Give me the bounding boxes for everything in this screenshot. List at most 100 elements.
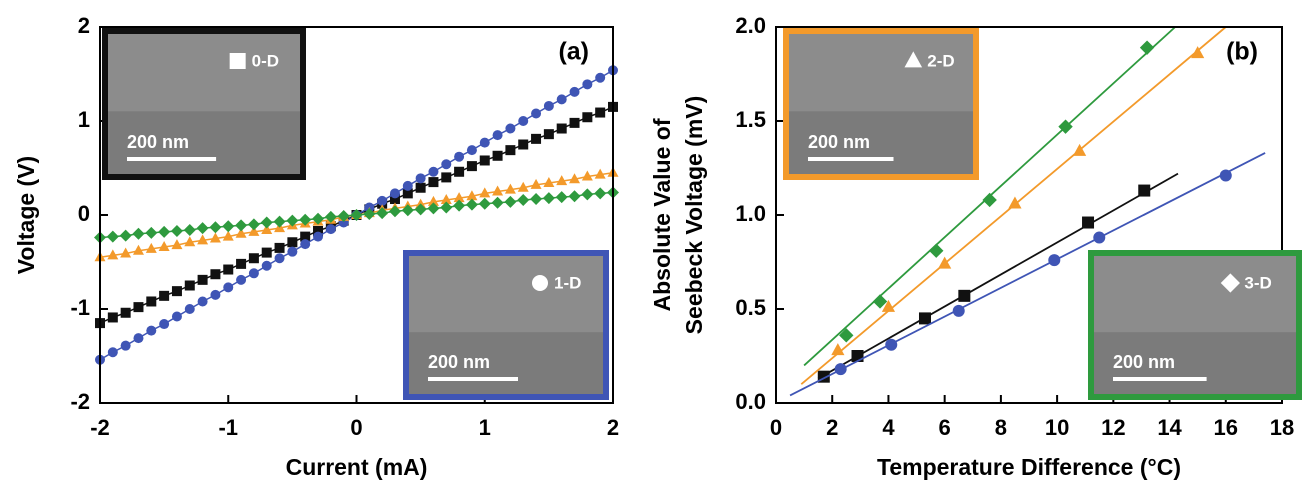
marker (1048, 254, 1060, 266)
marker (184, 224, 196, 236)
marker (146, 296, 156, 306)
marker (839, 328, 853, 342)
y-axis-label: Absolute Value of (649, 118, 675, 311)
y-tick-label: -2 (70, 389, 90, 414)
marker (929, 244, 943, 258)
x-tick-label: 10 (1045, 415, 1069, 440)
x-tick-label: -2 (90, 415, 110, 440)
marker (1138, 185, 1150, 197)
marker (982, 193, 996, 207)
x-axis-label: Current (mA) (286, 454, 428, 480)
marker (532, 275, 548, 291)
x-tick-label: 8 (995, 415, 1007, 440)
marker (159, 319, 169, 329)
marker (120, 230, 132, 242)
y-axis-label: Seebeck Voltage (mV) (681, 96, 707, 335)
marker (441, 159, 451, 169)
marker (582, 79, 592, 89)
y-tick-label: -1 (70, 295, 90, 320)
marker (236, 275, 246, 285)
marker (467, 145, 477, 155)
marker (544, 129, 554, 139)
marker (1082, 217, 1094, 229)
marker (312, 213, 324, 225)
marker (492, 197, 504, 209)
marker (389, 205, 401, 217)
marker (376, 207, 388, 219)
marker (171, 225, 183, 237)
legend-label: 0-D (252, 51, 279, 70)
marker (172, 286, 182, 296)
marker (274, 216, 286, 228)
marker (287, 247, 297, 257)
marker (287, 237, 297, 247)
marker (132, 228, 144, 240)
marker (504, 196, 516, 208)
marker (145, 227, 157, 239)
marker (133, 302, 143, 312)
marker (517, 194, 529, 206)
marker (467, 161, 477, 171)
legend-label: 1-D (554, 273, 581, 292)
marker (403, 181, 413, 191)
y-tick-label: 2 (78, 13, 90, 38)
panel-label: (a) (558, 38, 589, 66)
marker (262, 248, 272, 258)
x-tick-label: -1 (218, 415, 238, 440)
marker (230, 53, 246, 69)
x-tick-label: 16 (1214, 415, 1238, 440)
marker (1093, 232, 1105, 244)
marker (107, 231, 119, 243)
x-tick-label: 14 (1157, 415, 1182, 440)
marker (531, 134, 541, 144)
marker (209, 221, 221, 233)
y-tick-label: 1.5 (735, 107, 766, 132)
marker (108, 312, 118, 322)
marker (261, 217, 273, 229)
marker (416, 173, 426, 183)
marker (530, 193, 542, 205)
marker (1008, 197, 1021, 209)
legend-label: 2-D (927, 51, 954, 70)
marker (222, 220, 234, 232)
marker (518, 140, 528, 150)
marker (480, 155, 490, 165)
marker (518, 116, 528, 126)
x-tick-label: 2 (607, 415, 619, 440)
marker (146, 326, 156, 336)
x-tick-label: 0 (350, 415, 362, 440)
marker (428, 167, 438, 177)
marker (236, 259, 246, 269)
marker (531, 108, 541, 118)
y-tick-label: 0 (78, 201, 90, 226)
marker (313, 232, 323, 242)
x-tick-label: 4 (882, 415, 895, 440)
marker (594, 187, 606, 199)
x-axis-label: Temperature Difference (°C) (877, 454, 1181, 480)
y-axis-label: Voltage (V) (13, 156, 39, 274)
marker (1220, 170, 1232, 182)
marker (454, 152, 464, 162)
scale-bar-label: 200 nm (1113, 352, 1175, 372)
marker (1140, 40, 1154, 54)
legend-label: 3-D (1244, 273, 1271, 292)
marker (210, 269, 220, 279)
marker (326, 224, 336, 234)
marker (275, 243, 285, 253)
marker (249, 268, 259, 278)
marker (557, 124, 567, 134)
marker (159, 291, 169, 301)
marker (223, 282, 233, 292)
marker (416, 183, 426, 193)
figure: -2-1012-2-1012Current (mA)Voltage (V)0-D… (0, 0, 1306, 494)
x-tick-label: 2 (826, 415, 838, 440)
scale-bar-label: 200 nm (127, 132, 189, 152)
marker (466, 199, 478, 211)
y-tick-label: 2.0 (735, 13, 766, 38)
marker (569, 190, 581, 202)
marker (835, 363, 847, 375)
marker (570, 118, 580, 128)
marker (275, 253, 285, 263)
marker (121, 308, 131, 318)
marker (543, 192, 555, 204)
